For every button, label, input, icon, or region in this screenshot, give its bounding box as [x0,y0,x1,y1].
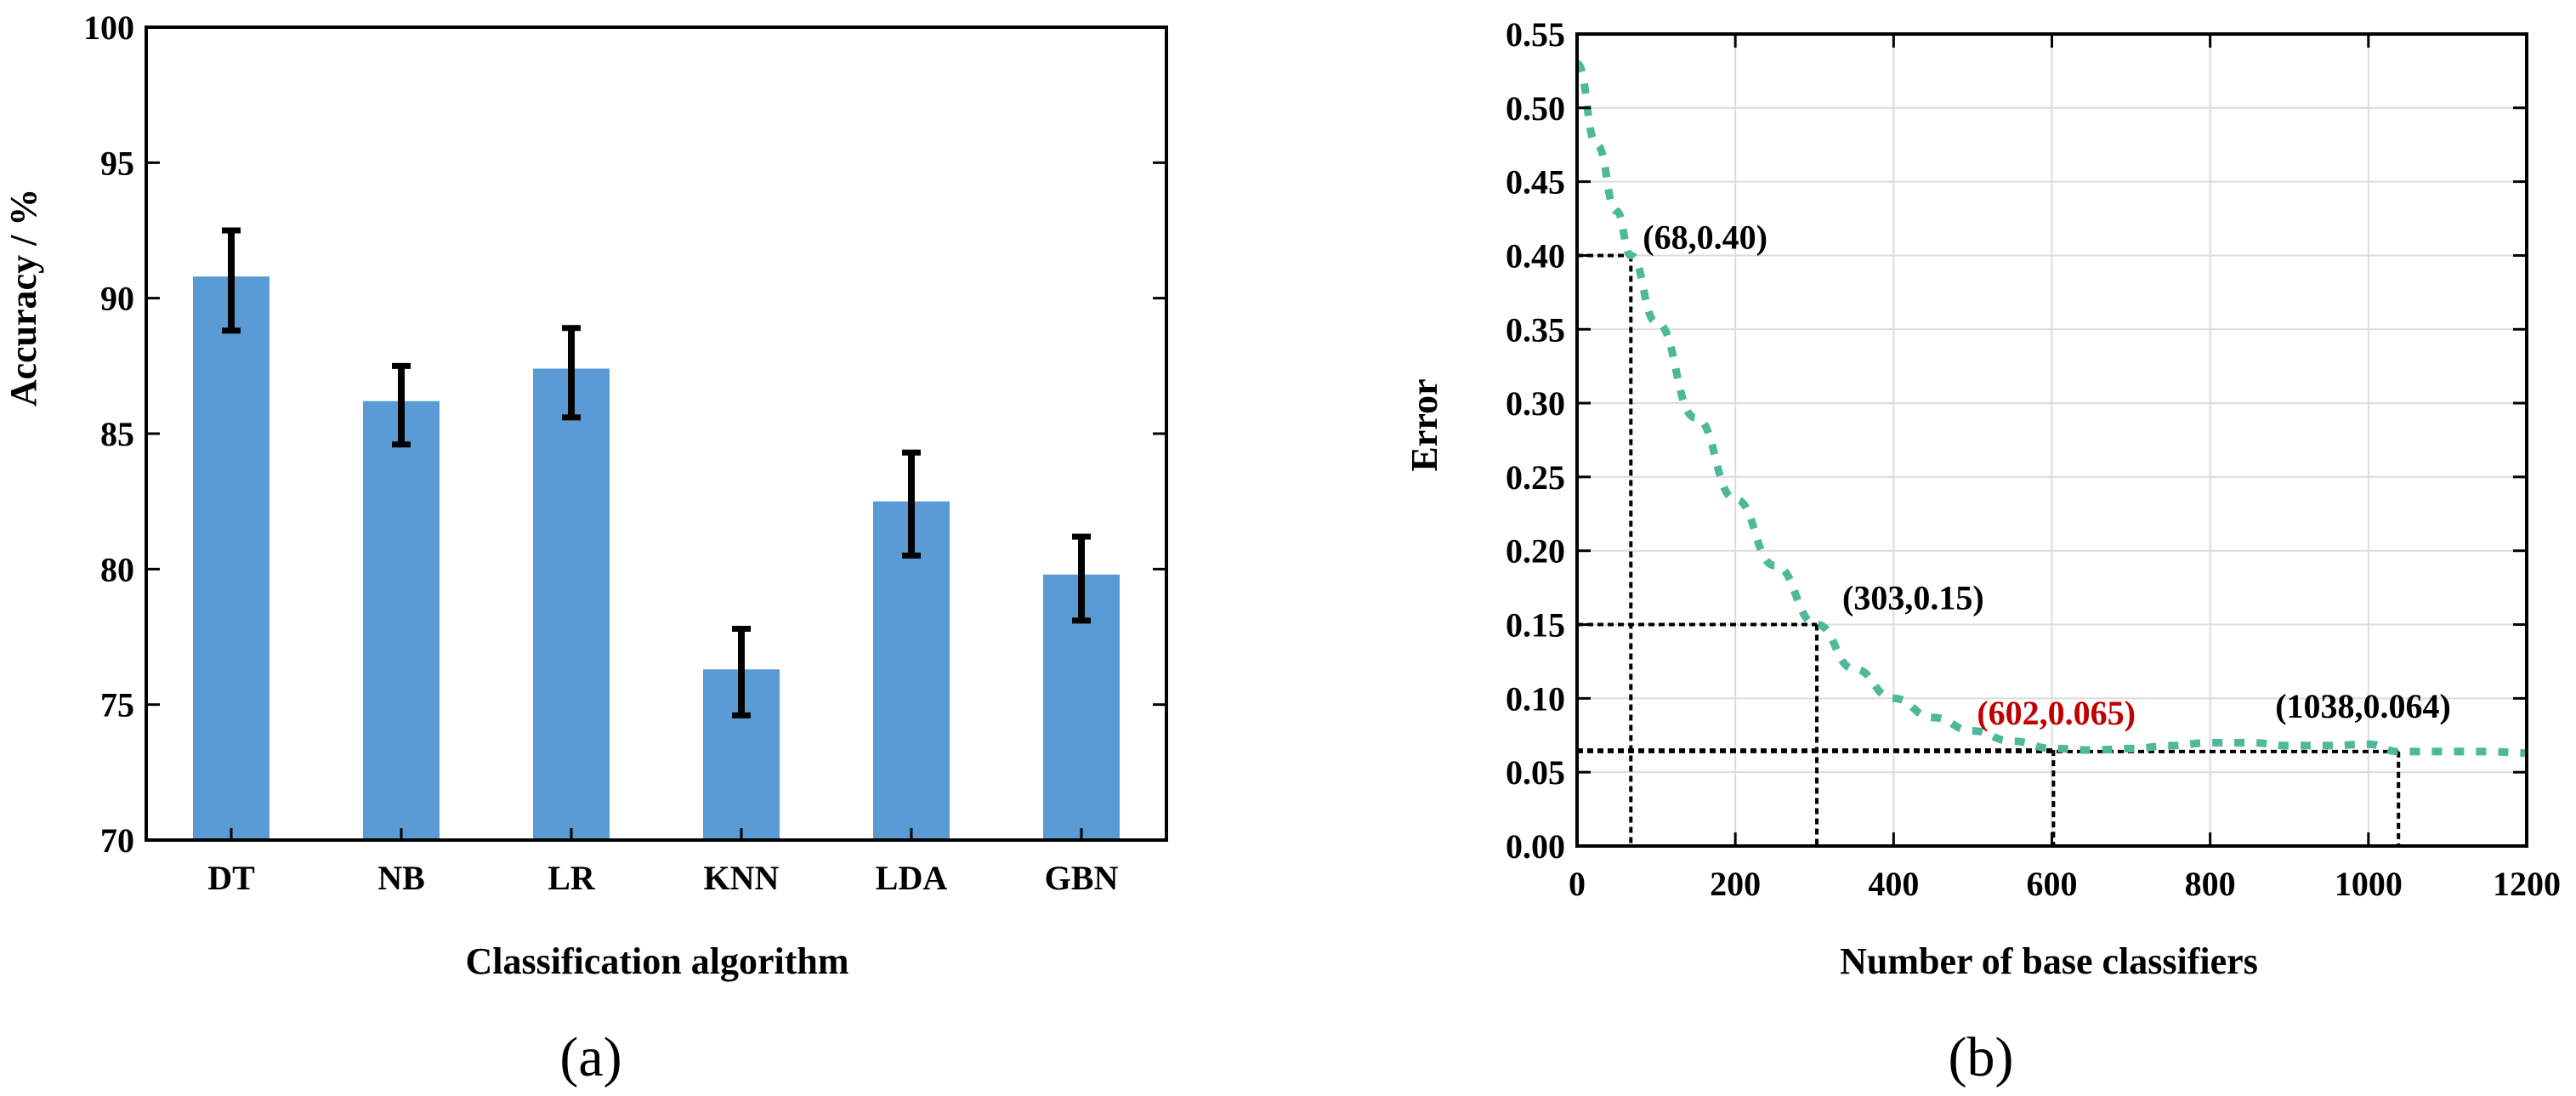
panel-b-label: (b) [1949,1026,2014,1088]
annotation-label: (68,0.40) [1643,218,1767,256]
bar-lr [533,368,610,840]
annotation-guide-lines [1577,253,2401,846]
line-chart-y-axis: 0.00 0.05 0.10 0.15 0.20 0.25 0.30 0.35 0.40 0.45… [1506,15,2527,866]
bar-series [193,276,1120,840]
x-tick-label-dt: DT [207,859,255,897]
y-tick-label: 0.25 [1506,458,1565,497]
line-chart-x-axis-title: Number of base classifiers [1840,940,2258,982]
x-tick-label-gbn: GBN [1045,859,1119,897]
line-chart-x-axis: 0 200 400 600 800 1000 1200 [1569,34,2561,903]
x-tick-label-lda: LDA [876,859,948,897]
x-tick-label: 0 [1569,865,1586,903]
bar-chart-x-axis-title: Classification algorithm [466,940,849,982]
x-tick-label-nb: NB [377,859,425,897]
y-tick-label: 0.30 [1506,384,1565,423]
y-tick-label: 75 [100,686,134,724]
y-tick-label: 0.55 [1506,15,1565,54]
x-tick-label: 1000 [2335,865,2403,903]
y-tick-label: 0.15 [1506,606,1565,645]
line-chart-panel: 0.00 0.05 0.10 0.15 0.20 0.25 0.30 0.35 0.40 0.45… [1404,15,2561,1088]
x-tick-label: 1200 [2493,865,2561,903]
bar-chart-y-axis-title: Accuracy / % [3,189,44,407]
y-tick-label: 0.20 [1506,532,1565,571]
y-tick-label: 0.50 [1506,89,1565,128]
point-annotations: (68,0.40) (303,0.15) (602,0.065) (1038,0.06… [1643,218,2451,732]
bar-chart-y-axis: 70 75 80 85 90 95 100 [83,9,1166,860]
annotation-label: (303,0.15) [1842,579,1984,617]
error-bars [222,227,1091,718]
bar-chart-plot-frame [145,26,1168,842]
x-tick-label-knn: KNN [704,859,780,897]
error-curve-line [1573,60,2528,758]
x-tick-label: 600 [2027,865,2078,903]
x-tick-label-lr: LR [548,859,596,897]
annotation-label: (1038,0.064) [2275,687,2451,725]
annotation-label: (602,0.065) [1977,694,2136,732]
x-tick-label: 400 [1868,865,1919,903]
y-tick-label: 0.45 [1506,163,1565,202]
y-tick-label: 90 [100,280,134,318]
bar-dt [193,276,270,840]
y-tick-label: 85 [100,415,134,453]
y-tick-label: 0.10 [1506,679,1565,718]
bar-chart-panel: 70 75 80 85 90 95 100 DT NB LR KNN LDA GBN Accuracy… [3,9,1168,1088]
x-tick-label: 800 [2185,865,2236,903]
panel-a-label: (a) [559,1026,621,1088]
y-tick-label: 100 [83,9,134,47]
y-tick-label: 0.40 [1506,236,1565,275]
y-tick-label: 0.35 [1506,310,1565,349]
y-tick-label: 70 [100,821,134,860]
line-chart-y-axis-title: Error [1404,378,1445,471]
y-tick-label: 0.00 [1506,827,1565,866]
y-tick-label: 80 [100,550,134,588]
y-tick-label: 0.05 [1506,753,1565,792]
bar-nb [363,400,440,840]
bar-chart-x-axis: DT NB LR KNN LDA GBN [207,828,1118,897]
x-tick-label: 200 [1710,865,1761,903]
y-tick-label: 95 [100,144,134,182]
